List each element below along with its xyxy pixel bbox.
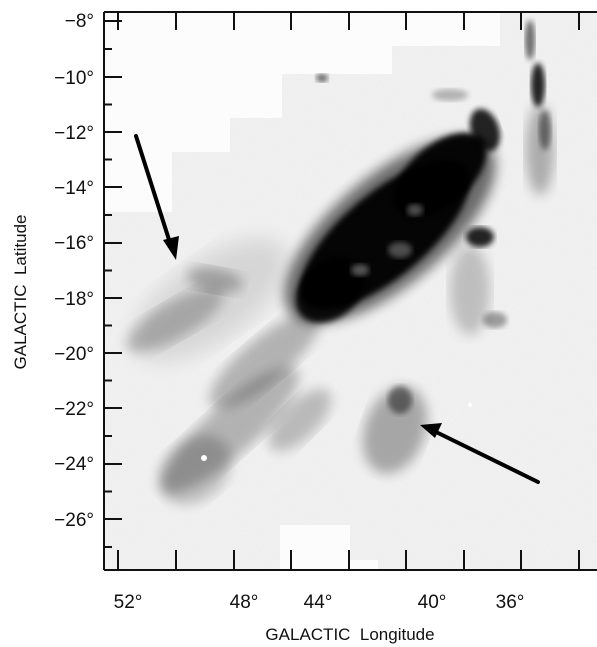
x-tick-label: 40° — [418, 592, 447, 613]
x-tick-label: 48° — [230, 592, 259, 613]
dense-cloud — [284, 108, 501, 324]
x-tick-labels: 52° 48° 44° 40° 36° — [114, 592, 525, 613]
x-tick-label: 52° — [114, 592, 143, 613]
y-axis-title: GALACTIC Latitude — [11, 215, 30, 370]
x-tick-label: 44° — [304, 592, 333, 613]
annotation-arrows — [134, 134, 540, 484]
x-tick-label: 36° — [496, 592, 525, 613]
y-tick-labels: −8° −10° −12° −14° −16° −18° −20° −22° −… — [54, 11, 94, 531]
y-tick-label: −10° — [54, 68, 94, 89]
filament-north — [525, 20, 551, 150]
arrow-south-east — [420, 423, 540, 484]
y-tick-label: −26° — [54, 510, 94, 531]
plot-area — [104, 12, 597, 570]
y-tick-label: −20° — [54, 344, 94, 365]
diffuse-emission — [126, 74, 554, 505]
y-tick-label: −16° — [54, 233, 94, 254]
arrow-north-west — [134, 134, 179, 260]
y-tick-label: −8° — [65, 11, 94, 32]
x-axis-title: GALACTIC Longitude — [265, 625, 434, 644]
axis-ticks — [104, 12, 580, 570]
y-tick-label: −12° — [54, 123, 94, 144]
y-tick-label: −22° — [54, 399, 94, 420]
y-tick-label: −18° — [54, 289, 94, 310]
y-tick-label: −14° — [54, 178, 94, 199]
y-tick-label: −24° — [54, 454, 94, 475]
